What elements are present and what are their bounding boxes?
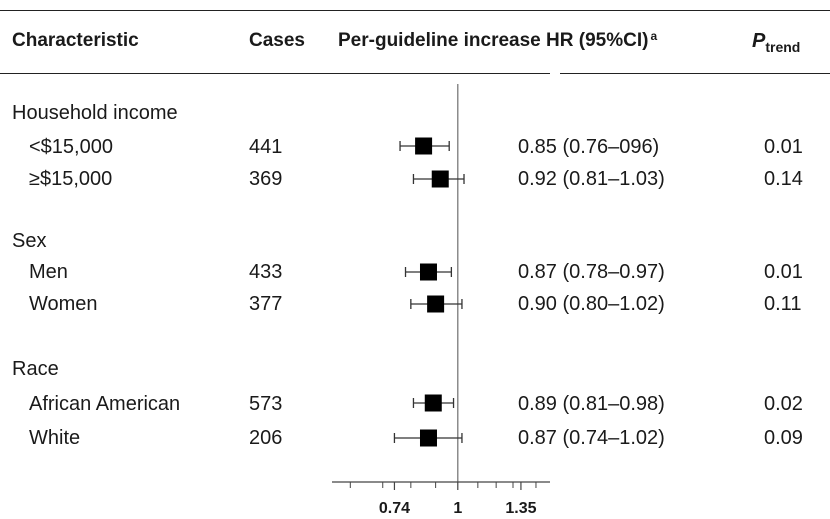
header-p-sub: trend: [765, 39, 801, 55]
row-p-value: 0.14: [764, 168, 803, 190]
row-cases: 441: [249, 136, 283, 158]
row-label: Men: [29, 261, 68, 283]
x-tick-label: 0.74: [378, 500, 410, 517]
header-p-trend: Ptrend: [752, 30, 801, 55]
point-estimate-marker: [427, 295, 445, 313]
row-hr-text: 0.85 (0.76–096): [518, 136, 660, 158]
row-label: <$15,000: [29, 136, 113, 158]
point-estimate-marker: [424, 394, 442, 412]
point-estimate-marker: [415, 137, 433, 155]
row-hr-text: 0.87 (0.78–0.97): [518, 261, 665, 283]
row-label: White: [29, 427, 81, 449]
row-p-value: 0.11: [764, 293, 802, 315]
row-hr-text: 0.92 (0.81–1.03): [518, 168, 665, 190]
header-hr: Per-guideline increase HR (95%CI) a: [338, 29, 658, 52]
group-label-sex: Sex: [12, 230, 47, 252]
header-hr-footnote: a: [650, 29, 658, 43]
row-p-value: 0.01: [764, 261, 803, 283]
point-estimate-marker: [419, 263, 437, 281]
row-label: Women: [29, 293, 98, 315]
row-p-value: 0.09: [764, 427, 803, 449]
group-label-income: Household income: [12, 102, 178, 124]
point-estimate-marker: [419, 429, 437, 447]
row-label: ≥$15,000: [29, 168, 113, 190]
row-hr-text: 0.87 (0.74–1.02): [518, 427, 665, 449]
header-hr-label: Per-guideline increase HR (95%CI): [338, 30, 649, 51]
point-estimate-marker: [431, 170, 449, 188]
row-p-value: 0.02: [764, 393, 803, 415]
row-cases: 433: [249, 261, 283, 283]
row-cases: 206: [249, 427, 283, 449]
header-characteristic: Characteristic: [12, 30, 139, 51]
header-rule-right: [560, 73, 830, 74]
x-tick-label: 1: [453, 500, 463, 517]
row-cases: 377: [249, 293, 283, 315]
row-hr-text: 0.90 (0.80–1.02): [518, 293, 665, 315]
header-p-label: P: [752, 30, 766, 52]
top-rule: [0, 10, 830, 11]
row-cases: 369: [249, 168, 283, 190]
row-hr-text: 0.89 (0.81–0.98): [518, 393, 665, 415]
header-cases: Cases: [249, 30, 305, 51]
header-rule-left: [0, 73, 550, 74]
group-label-race: Race: [12, 358, 59, 380]
row-p-value: 0.01: [764, 136, 803, 158]
row-cases: 573: [249, 393, 283, 415]
x-tick-label: 1.35: [505, 500, 537, 517]
row-label: African American: [29, 393, 181, 415]
